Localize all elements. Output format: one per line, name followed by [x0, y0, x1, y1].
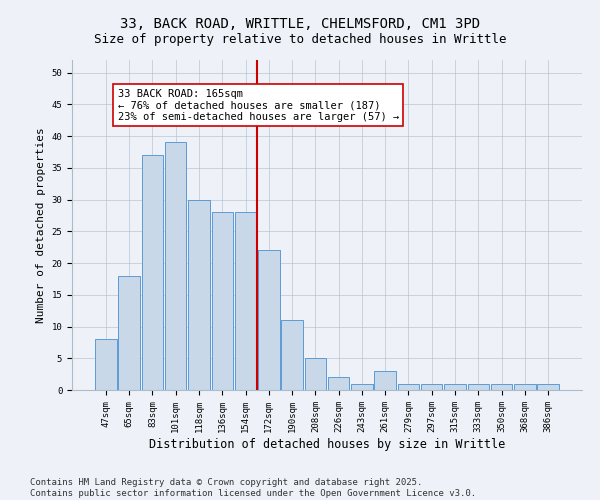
Bar: [95, 339, 116, 390]
Bar: [538, 384, 559, 390]
Text: 33, BACK ROAD, WRITTLE, CHELMSFORD, CM1 3PD: 33, BACK ROAD, WRITTLE, CHELMSFORD, CM1 …: [120, 18, 480, 32]
Bar: [142, 155, 163, 390]
Bar: [165, 142, 187, 390]
Bar: [445, 384, 466, 390]
Bar: [281, 320, 303, 390]
Text: Contains HM Land Registry data © Crown copyright and database right 2025.
Contai: Contains HM Land Registry data © Crown c…: [30, 478, 476, 498]
Text: Size of property relative to detached houses in Writtle: Size of property relative to detached ho…: [94, 32, 506, 46]
Bar: [235, 212, 256, 390]
Bar: [491, 384, 512, 390]
Bar: [212, 212, 233, 390]
Bar: [305, 358, 326, 390]
Y-axis label: Number of detached properties: Number of detached properties: [36, 127, 46, 323]
Bar: [118, 276, 140, 390]
Bar: [351, 384, 373, 390]
X-axis label: Distribution of detached houses by size in Writtle: Distribution of detached houses by size …: [149, 438, 505, 450]
Bar: [188, 200, 209, 390]
Bar: [467, 384, 489, 390]
Text: 33 BACK ROAD: 165sqm
← 76% of detached houses are smaller (187)
23% of semi-deta: 33 BACK ROAD: 165sqm ← 76% of detached h…: [118, 88, 399, 122]
Bar: [328, 378, 349, 390]
Bar: [421, 384, 442, 390]
Bar: [374, 371, 396, 390]
Bar: [398, 384, 419, 390]
Bar: [258, 250, 280, 390]
Bar: [514, 384, 536, 390]
